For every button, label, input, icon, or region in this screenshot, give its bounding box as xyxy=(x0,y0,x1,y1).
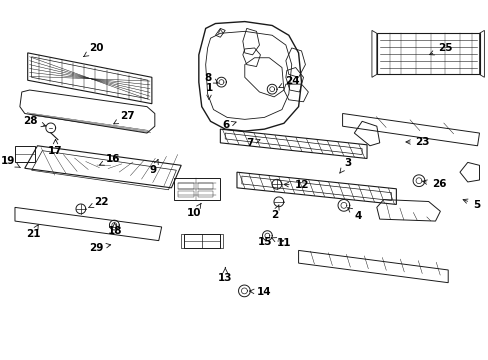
Text: 20: 20 xyxy=(83,43,103,57)
Text: 23: 23 xyxy=(405,137,429,147)
Text: 15: 15 xyxy=(257,237,283,247)
Text: 26: 26 xyxy=(422,179,446,189)
Text: 18: 18 xyxy=(108,223,122,236)
Text: 17: 17 xyxy=(48,139,62,156)
Text: 7: 7 xyxy=(246,138,260,148)
Text: 27: 27 xyxy=(114,111,134,124)
Text: 3: 3 xyxy=(339,158,350,173)
Text: 6: 6 xyxy=(223,121,236,130)
Text: 21: 21 xyxy=(26,225,40,239)
Text: 13: 13 xyxy=(218,267,232,283)
Text: 9: 9 xyxy=(150,159,158,175)
Text: 16: 16 xyxy=(100,154,120,165)
Text: 5: 5 xyxy=(462,199,479,210)
Text: 12: 12 xyxy=(284,180,308,190)
Text: 1: 1 xyxy=(205,84,212,100)
Text: 19: 19 xyxy=(0,156,20,167)
Text: 8: 8 xyxy=(204,73,218,83)
Text: 28: 28 xyxy=(23,116,46,127)
Text: 2: 2 xyxy=(270,205,279,220)
Text: 14: 14 xyxy=(249,287,271,297)
Text: 10: 10 xyxy=(186,203,201,219)
Text: 29: 29 xyxy=(89,243,110,253)
Text: 25: 25 xyxy=(428,43,452,55)
Text: 4: 4 xyxy=(347,208,361,221)
Text: 11: 11 xyxy=(271,238,291,248)
Text: 22: 22 xyxy=(88,197,108,208)
Text: 24: 24 xyxy=(278,76,299,87)
